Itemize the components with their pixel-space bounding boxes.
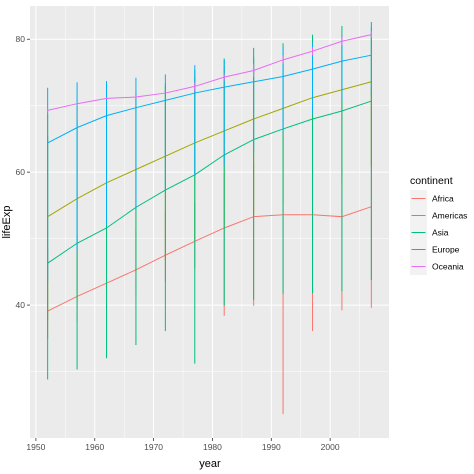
x-tick-label: 1980: [203, 442, 222, 452]
legend-label-asia: Asia: [432, 228, 449, 238]
y-tick-label: 40: [16, 300, 26, 310]
legend-label-americas: Americas: [432, 211, 467, 221]
y-axis-title: lifeExp: [1, 205, 13, 238]
plot-panel: [30, 6, 389, 438]
legend-label-africa: Africa: [432, 194, 454, 204]
trend-line-asia: [47, 100, 372, 264]
legend-label-oceania: Oceania: [432, 262, 464, 272]
trend-line-africa: [47, 206, 372, 312]
x-tick-label: 1950: [26, 442, 45, 452]
legend-label-europe: Europe: [432, 245, 460, 255]
x-tick-label: 1960: [85, 442, 104, 452]
legend-title: continent: [410, 175, 453, 187]
trend-line-europe: [47, 54, 372, 144]
trend-line-oceania: [47, 34, 372, 111]
x-axis-ticks: 1950 1960 1970 1980 1990 2000: [26, 438, 340, 452]
x-tick-label: 1990: [262, 442, 281, 452]
x-tick-label: 2000: [321, 442, 340, 452]
y-axis-ticks: 40 60 80: [16, 34, 30, 310]
major-gridlines: [30, 6, 389, 438]
y-tick-label: 60: [16, 167, 26, 177]
x-tick-label: 1970: [144, 442, 163, 452]
trend-line-americas: [47, 81, 372, 218]
x-axis-title: year: [199, 458, 221, 470]
y-tick-label: 80: [16, 34, 26, 44]
series-oceania: [47, 31, 372, 112]
series-europe: [47, 27, 372, 282]
minor-gridlines: [30, 6, 389, 438]
series-lines: [47, 21, 372, 415]
legend: continent Africa Americas Asia Europe Oceani…: [410, 175, 467, 275]
